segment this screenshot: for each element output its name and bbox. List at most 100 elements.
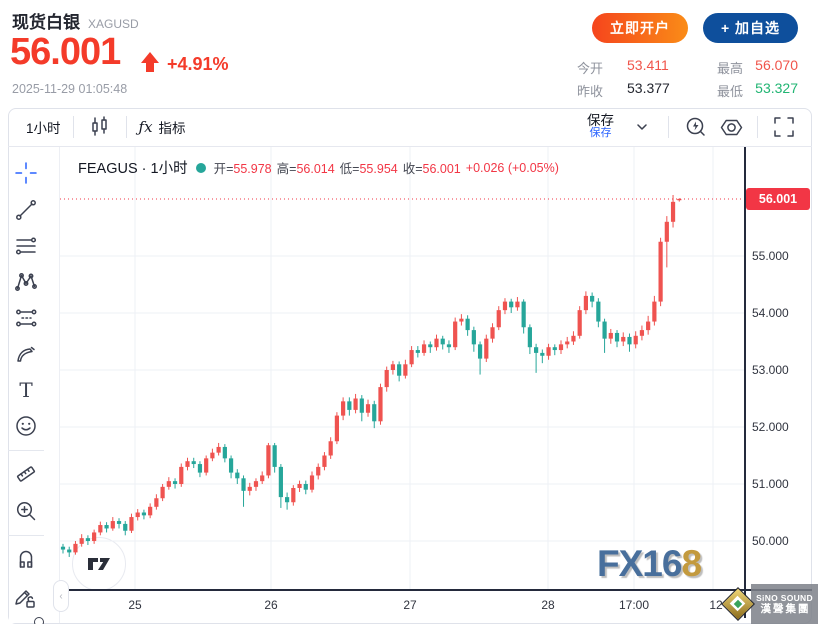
stat-low-value: 53.327 [755, 80, 798, 96]
tool-trend-line[interactable] [12, 196, 40, 224]
crosshair-icon [15, 162, 37, 184]
tool-ruler[interactable] [12, 460, 40, 488]
y-axis-label[interactable]: 55.000 [752, 249, 789, 263]
instrument-name: 现货白银 [12, 13, 80, 32]
legend-high-label: 高= [276, 162, 297, 176]
x-axis-label[interactable]: 12 [709, 598, 723, 612]
last-price-badge: 56.001 [746, 188, 810, 210]
x-axis-label[interactable]: 17:00 [618, 598, 650, 612]
stat-low-label: 最低 [717, 84, 744, 99]
trend-line-icon [16, 200, 36, 220]
brush-icon [17, 346, 35, 362]
legend-low-value: 55.954 [359, 162, 398, 176]
sidebar-separator [8, 450, 44, 451]
chart-settings-button[interactable] [717, 113, 745, 141]
stat-prevclose-value: 53.377 [627, 80, 670, 96]
legend-close-value: 56.001 [422, 162, 461, 176]
market-status-dot [195, 162, 206, 173]
y-axis-label[interactable]: 54.000 [752, 306, 789, 320]
stat-open-value: 53.411 [627, 57, 669, 73]
tool-crosshair[interactable] [12, 159, 40, 187]
x-axis-label[interactable]: 25 [128, 598, 142, 612]
y-axis-label[interactable]: 50.000 [752, 534, 789, 548]
x-axis-label[interactable]: 26 [264, 598, 278, 612]
save-menu-chevron[interactable] [628, 113, 656, 141]
chevron-down-icon [637, 124, 647, 130]
save-tooltip: 保存 [589, 127, 612, 140]
sidebar-separator [8, 535, 44, 536]
indicators-label: 指标 [158, 121, 186, 136]
zoom-in-icon [16, 501, 36, 521]
magnet-icon [19, 550, 33, 568]
candles-icon [91, 116, 107, 136]
svg-text:T: T [19, 379, 33, 401]
snapshot-icon [686, 117, 705, 136]
ruler-icon [16, 466, 36, 482]
price-change-percent: +4.91% [167, 54, 229, 74]
legend-high-value: 56.014 [296, 162, 335, 176]
toolbar-separator [72, 116, 74, 138]
tool-emoji[interactable] [12, 412, 40, 440]
last-price: 56.001 [10, 31, 121, 73]
indicators-button[interactable]: ƒx 指标 [139, 117, 186, 137]
legend-low-label: 低= [339, 162, 360, 176]
tool-magnet[interactable] [12, 545, 40, 573]
legend-ohlc: 开=55.978 高=56.014 低=55.954 收=56.001 +0.0… [214, 158, 559, 177]
tool-projection[interactable] [12, 304, 40, 332]
fx-icon: ƒx [138, 118, 153, 136]
horizontal-lines-icon [15, 237, 37, 255]
chart-toolbar: 1小时 ƒx 指标 保存 保存 [8, 108, 812, 147]
stat-high-value: 56.070 [755, 57, 798, 73]
stat-open-label: 今开 [577, 61, 604, 76]
time-axis-border [60, 589, 812, 591]
legend-series-title[interactable]: FEAGUS · 1小时 [78, 161, 188, 177]
chart-legend: FEAGUS · 1小时 开=55.978 高=56.014 低=55.954 … [78, 157, 559, 178]
legend-open-label: 开= [213, 162, 234, 176]
toolbar-separator [668, 116, 669, 138]
price-up-arrow-icon [141, 52, 159, 74]
save-button[interactable]: 保存 保存 [587, 113, 614, 140]
tool-lock-drawings[interactable] [12, 583, 40, 611]
candlestick-chart[interactable] [60, 147, 745, 590]
fullscreen-button[interactable] [770, 113, 798, 141]
y-axis-label[interactable]: 52.000 [752, 420, 789, 434]
y-axis-label[interactable]: 51.000 [752, 477, 789, 491]
tool-zoom-in[interactable] [12, 497, 40, 525]
sinosound-watermark: SiNO SOUND 漢聲集團 [751, 584, 818, 624]
interval-button[interactable]: 1小时 [26, 121, 61, 136]
sinosound-chinese: 漢聲集團 [760, 602, 811, 615]
more-tool-icon[interactable] [34, 617, 44, 624]
sinosound-text: SiNO SOUND [756, 592, 813, 603]
quote-timestamp: 2025-11-29 01:05:48 [12, 82, 128, 96]
projection-icon [16, 309, 37, 327]
stat-high-label: 最高 [717, 61, 744, 76]
tool-brush[interactable] [12, 340, 40, 368]
stat-prevclose-label: 昨收 [577, 84, 604, 99]
x-axis-label[interactable]: 27 [403, 598, 417, 612]
xabcd-pattern-icon [15, 273, 37, 291]
toolbar-separator [125, 116, 127, 138]
fullscreen-icon [774, 117, 794, 137]
emoji-icon [16, 416, 36, 436]
snapshot-button[interactable] [681, 113, 709, 141]
toolbar-separator [757, 116, 758, 138]
chart-style-button[interactable] [86, 113, 114, 141]
instrument-symbol: XAGUSD [88, 17, 139, 31]
legend-change: +0.026 (+0.05%) [465, 160, 559, 175]
legend-open-value: 55.978 [233, 162, 272, 176]
text-icon: T [19, 379, 33, 401]
tool-text[interactable]: T [12, 376, 40, 404]
legend-close-label: 收= [402, 162, 423, 176]
add-watchlist-button[interactable]: + 加自选 [703, 13, 798, 43]
tool-horizontal-lines[interactable] [12, 232, 40, 260]
tradingview-logo-icon [88, 558, 110, 570]
x-axis-label[interactable]: 28 [541, 598, 555, 612]
save-label: 保存 [587, 113, 614, 129]
y-axis-label[interactable]: 53.000 [752, 363, 789, 377]
tool-xabcd-pattern[interactable] [12, 267, 40, 295]
fx168-watermark: FX168 [597, 543, 702, 584]
open-account-button[interactable]: 立即开户 [592, 13, 688, 43]
drawing-tools-sidebar [9, 147, 60, 623]
sidebar-collapse-handle[interactable]: ‹ [53, 580, 69, 612]
